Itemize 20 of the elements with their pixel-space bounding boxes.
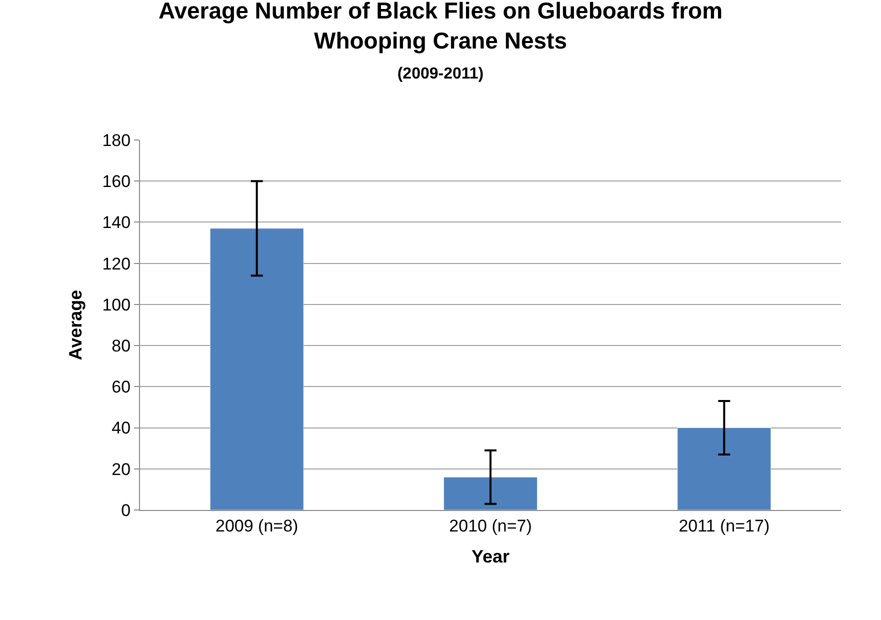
y-tick-label: 160	[102, 172, 131, 192]
y-tick-label: 120	[102, 254, 131, 274]
x-axis-title: Year	[471, 546, 510, 566]
bar	[210, 228, 304, 510]
y-tick-label: 60	[112, 378, 131, 397]
x-tick-label: 2011 (n=17)	[678, 516, 770, 536]
y-tick-label: 80	[112, 336, 131, 356]
y-tick-label: 0	[121, 500, 131, 520]
x-tick-label: 2010 (n=7)	[449, 516, 532, 536]
bar	[444, 476, 538, 510]
y-tick-label: 180	[102, 130, 131, 150]
y-tick-label: 140	[102, 213, 131, 232]
y-axis-title: Average	[65, 290, 86, 360]
y-tick-label: 40	[112, 418, 131, 438]
chart-title: Average Number of Black Flies on Glueboards from Whooping Crane Nests	[158, 0, 723, 54]
bar	[677, 428, 772, 510]
x-tick-label: 2009 (n=8)	[215, 516, 298, 536]
y-tick-label: 20	[112, 460, 131, 479]
chart-subtitle: (2009-2011)	[397, 65, 484, 82]
y-tick-label: 100	[102, 295, 131, 314]
